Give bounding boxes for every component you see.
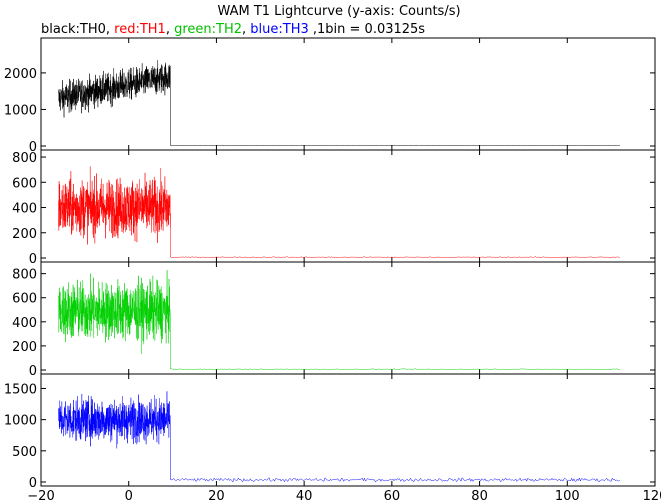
y-tick-label-th0: 1000 <box>4 103 37 118</box>
subtitle-part: ,1bin = 0.03125s <box>309 22 426 37</box>
y-tick-label-th3: 0 <box>29 476 37 491</box>
x-tick-label: 120 <box>643 489 661 504</box>
panel-frame-th3 <box>40 373 656 487</box>
chart-subtitle: black:TH0, red:TH1, green:TH2, blue:TH3 … <box>41 22 425 37</box>
plot-area: 0100020000200400600800020040060080005001… <box>4 37 661 504</box>
subtitle-part: , <box>242 22 250 37</box>
y-tick-label-th2: 800 <box>12 268 37 283</box>
y-tick-label-th0: 0 <box>29 140 37 155</box>
y-tick-label-th1: 800 <box>12 151 37 166</box>
x-tick-label: 0 <box>125 489 133 504</box>
panel-frame-th2 <box>40 261 656 375</box>
chart-title: WAM T1 Lightcurve (y-axis: Counts/s) <box>217 4 460 19</box>
y-tick-label-th3: 1500 <box>4 382 37 397</box>
x-tick-label: 80 <box>471 489 488 504</box>
series-line-th2 <box>58 269 620 371</box>
panel-frame-th0 <box>40 37 656 151</box>
subtitle-part: green:TH2 <box>174 22 242 37</box>
x-tick-label: 100 <box>555 489 580 504</box>
x-tick-label: 60 <box>384 489 401 504</box>
y-tick-label-th3: 1000 <box>4 414 37 429</box>
series-line-th1 <box>58 166 620 259</box>
y-tick-label-th1: 600 <box>12 176 37 191</box>
subtitle-part: blue:TH3 <box>250 22 308 37</box>
y-tick-label-th0: 2000 <box>4 67 37 82</box>
y-tick-label-th2: 600 <box>12 292 37 307</box>
y-tick-label-th1: 400 <box>12 202 37 217</box>
y-tick-label-th2: 400 <box>12 316 37 331</box>
x-tick-label: −20 <box>27 489 54 504</box>
subtitle-part: , <box>166 22 174 37</box>
x-tick-label: 20 <box>208 489 225 504</box>
series-line-th0 <box>58 59 620 147</box>
y-tick-label-th1: 0 <box>29 252 37 267</box>
y-tick-label-th3: 500 <box>12 445 37 460</box>
subtitle-part: red:TH1 <box>114 22 166 37</box>
series-line-th3 <box>58 391 621 483</box>
y-tick-label-th2: 200 <box>12 340 37 355</box>
y-tick-label-th2: 0 <box>29 364 37 379</box>
subtitle-part: black:TH0, <box>41 22 114 37</box>
x-tick-label: 40 <box>296 489 313 504</box>
y-tick-label-th1: 200 <box>12 227 37 242</box>
